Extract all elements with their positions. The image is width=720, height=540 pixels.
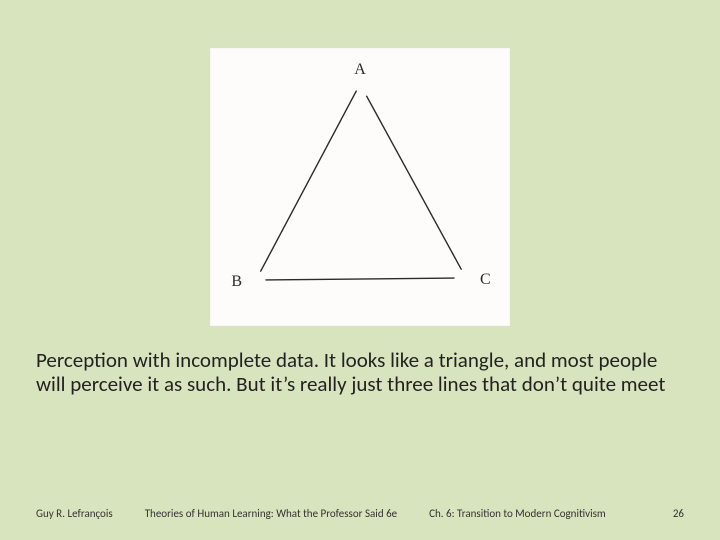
- footer-chapter: Ch. 6: Transition to Modern Cognitivism: [429, 507, 606, 520]
- footer-page-number: 26: [673, 507, 684, 520]
- footer-author: Guy R. Lefrançois: [36, 507, 113, 520]
- vertex-label-B: B: [231, 273, 242, 290]
- triangle-figure: A B C: [210, 48, 510, 326]
- figure-container: A B C: [36, 48, 684, 326]
- edge-B-C: [266, 278, 454, 280]
- footer-book-title: Theories of Human Learning: What the Pro…: [145, 507, 397, 520]
- edge-A-C: [367, 96, 462, 269]
- caption-text: Perception with incomplete data. It look…: [36, 348, 684, 396]
- slide-footer: Guy R. Lefrançois Theories of Human Lear…: [36, 507, 684, 520]
- vertex-label-C: C: [480, 271, 491, 288]
- vertex-label-A: A: [354, 61, 366, 78]
- edge-A-B: [261, 91, 357, 271]
- slide: A B C Perception with incomplete data. It …: [0, 0, 720, 540]
- triangle-svg: A B C: [210, 48, 510, 326]
